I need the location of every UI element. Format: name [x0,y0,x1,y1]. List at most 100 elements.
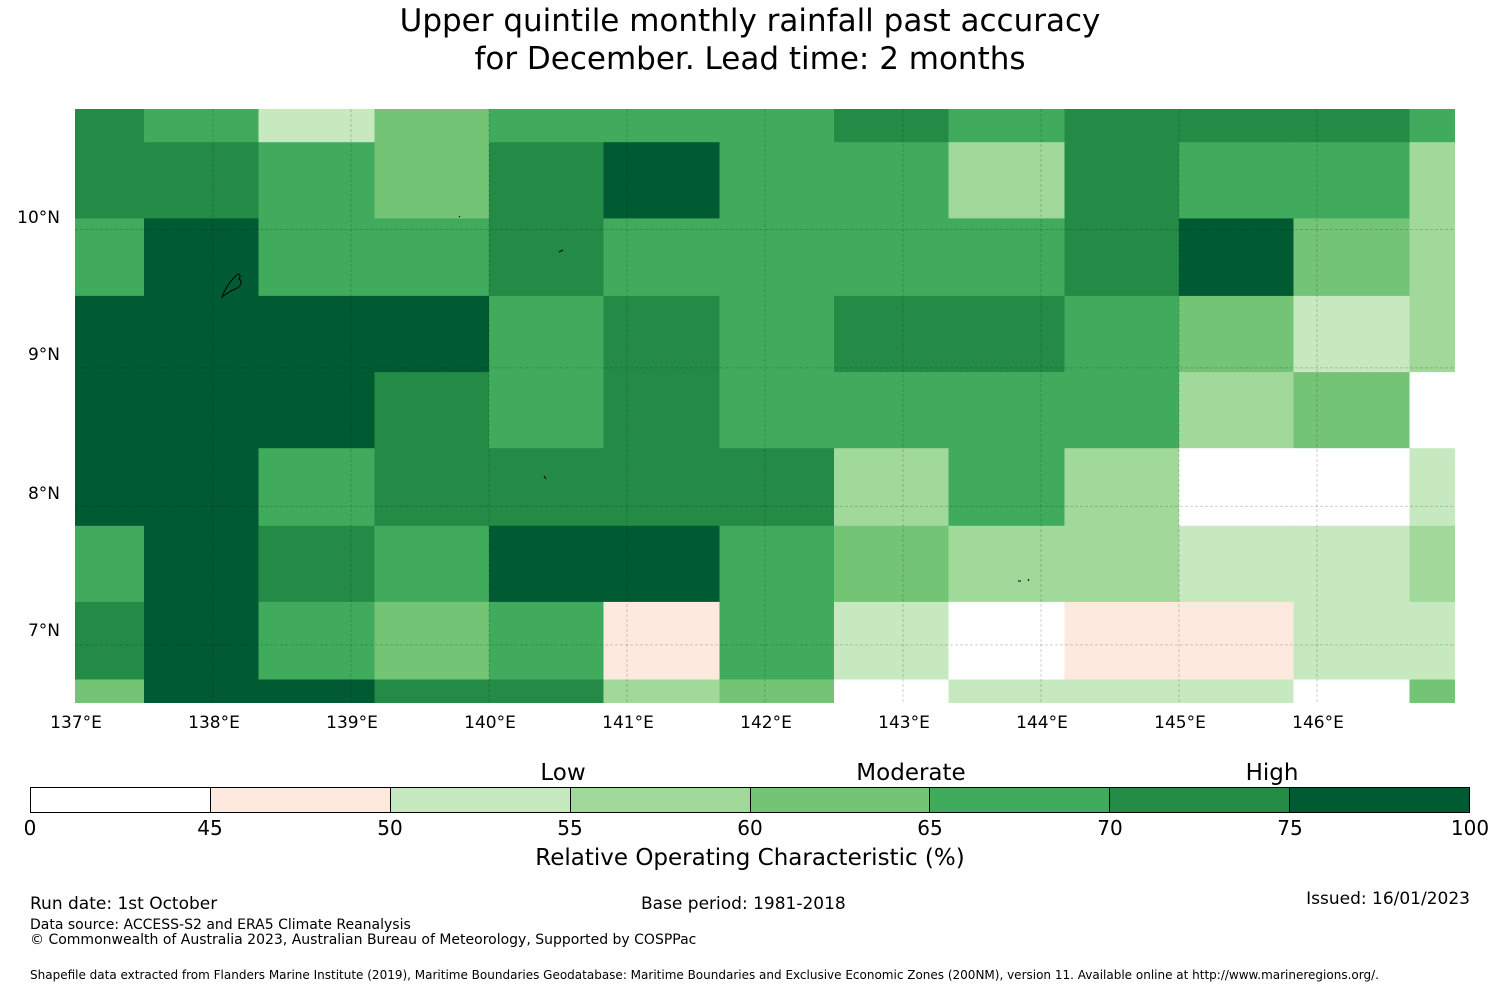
heatmap-cell-r3-c1 [144,295,260,373]
heatmap-cell-r6-c8 [948,525,1065,603]
heatmap-cell-r4-c3 [374,372,490,449]
heatmap-cell-r7-c5 [603,601,720,680]
colorbar-label: Relative Operating Characteristic (%) [535,845,965,871]
colorbar-segment-65-70 [930,788,1111,812]
lat-label-10n: 10°N [17,208,60,228]
heatmap-cell-r7-c12 [1409,601,1455,680]
lat-label-9n: 9°N [27,345,60,365]
heatmap-cell-r3-c12 [1409,295,1455,373]
heatmap-cell-r6-c9 [1064,525,1180,603]
heatmap-cell-r7-c4 [489,601,605,680]
colorbar-tick-60: 60 [737,816,763,840]
heatmap-cell-r6-c11 [1293,525,1410,603]
heatmap-cell-r1-c7 [834,142,950,219]
heatmap-cell-r8-c0 [75,679,145,703]
heatmap-cell-r4-c6 [719,372,835,449]
category-high: High [1245,760,1299,786]
heatmap-cells [75,109,1455,703]
colorbar-segment-60-65 [750,788,931,812]
heatmap-cell-r5-c0 [75,448,145,527]
heatmap-cell-r3-c4 [489,295,605,373]
heatmap-cell-r8-c8 [948,679,1065,703]
heatmap-cell-r4-c1 [144,372,260,449]
map-plot [75,109,1455,703]
heatmap-cell-r2-c0 [75,218,145,297]
heatmap-cell-r7-c10 [1179,601,1295,680]
heatmap-cell-r0-c11 [1293,109,1410,143]
heatmap-cell-r3-c3 [374,295,490,373]
chart-title-line-1: Upper quintile monthly rainfall past acc… [399,3,1101,39]
heatmap-cell-r6-c5 [603,525,720,603]
heatmap-cell-r2-c8 [948,218,1065,297]
heatmap-cell-r7-c1 [144,601,260,680]
heatmap-cell-r4-c8 [948,372,1065,449]
heatmap-cell-r6-c3 [374,525,490,603]
heatmap-cell-r2-c3 [374,218,490,297]
heatmap-cell-r2-c4 [489,218,605,297]
heatmap-cell-r4-c12 [1409,372,1455,449]
run-date: Run date: 1st October [30,894,218,914]
heatmap-cell-r5-c1 [144,448,260,527]
heatmap-cell-r0-c1 [144,109,260,143]
colorbar-segment-0-45 [31,788,211,812]
heatmap-cell-r5-c7 [834,448,950,527]
colorbar-tick-45: 45 [197,816,223,840]
copyright: © Commonwealth of Australia 2023, Austra… [30,932,697,948]
heatmap-cell-r0-c9 [1064,109,1180,143]
lon-label-143e: 143°E [878,713,930,733]
rainfall-accuracy-map [75,109,1455,703]
colorbar-tick-0: 0 [23,816,37,840]
heatmap-cell-r1-c10 [1179,142,1295,219]
heatmap-cell-r4-c2 [258,372,375,449]
base-period: Base period: 1981-2018 [641,894,846,914]
heatmap-cell-r0-c2 [258,109,375,143]
heatmap-cell-r7-c11 [1293,601,1410,680]
heatmap-cell-r6-c12 [1409,525,1455,603]
heatmap-cell-r2-c10 [1179,218,1295,297]
heatmap-cell-r3-c11 [1293,295,1410,373]
heatmap-cell-r8-c11 [1293,679,1410,703]
colorbar-segment-55-60 [570,788,751,812]
heatmap-cell-r5-c10 [1179,448,1295,527]
heatmap-cell-r1-c3 [374,142,490,219]
heatmap-cell-r3-c6 [719,295,835,373]
heatmap-cell-r6-c2 [258,525,375,603]
shapefile-credit: Shapefile data extracted from Flanders M… [30,968,1379,982]
lon-label-146e: 146°E [1292,713,1344,733]
lon-label-142e: 142°E [740,713,792,733]
heatmap-cell-r2-c11 [1293,218,1410,297]
heatmap-cell-r0-c10 [1179,109,1295,143]
heatmap-cell-r8-c1 [144,679,260,703]
heatmap-cell-r3-c0 [75,295,145,373]
heatmap-cell-r6-c4 [489,525,605,603]
colorbar-tick-55: 55 [557,816,583,840]
heatmap-cell-r7-c6 [719,601,835,680]
heatmap-cell-r4-c10 [1179,372,1295,449]
heatmap-cell-r8-c2 [258,679,375,703]
heatmap-cell-r5-c3 [374,448,490,527]
heatmap-cell-r4-c5 [603,372,720,449]
island-outlines [220,215,1030,582]
heatmap-cell-r3-c5 [603,295,720,373]
heatmap-cell-r8-c3 [374,679,490,703]
heatmap-cell-r6-c0 [75,525,145,603]
heatmap-cell-r3-c2 [258,295,375,373]
map-gridlines [75,109,1455,703]
heatmap-cell-r4-c11 [1293,372,1410,449]
heatmap-cell-r3-c7 [834,295,950,373]
heatmap-cell-r1-c4 [489,142,605,219]
island-outline-south [543,475,547,480]
heatmap-cell-r1-c9 [1064,142,1180,219]
lat-label-8n: 8°N [27,484,60,504]
heatmap-cell-r0-c0 [75,109,145,143]
heatmap-cell-r1-c1 [144,142,260,219]
heatmap-cell-r4-c7 [834,372,950,449]
chart-title-line-2: for December. Lead time: 2 months [474,41,1026,77]
lon-label-137e: 137°E [50,713,102,733]
colorbar-segment-50-55 [390,788,571,812]
category-moderate: Moderate [856,760,966,786]
heatmap-cell-r0-c3 [374,109,490,143]
heatmap-cell-r6-c1 [144,525,260,603]
heatmap-cell-r8-c7 [834,679,950,703]
heatmap-cell-r8-c5 [603,679,720,703]
